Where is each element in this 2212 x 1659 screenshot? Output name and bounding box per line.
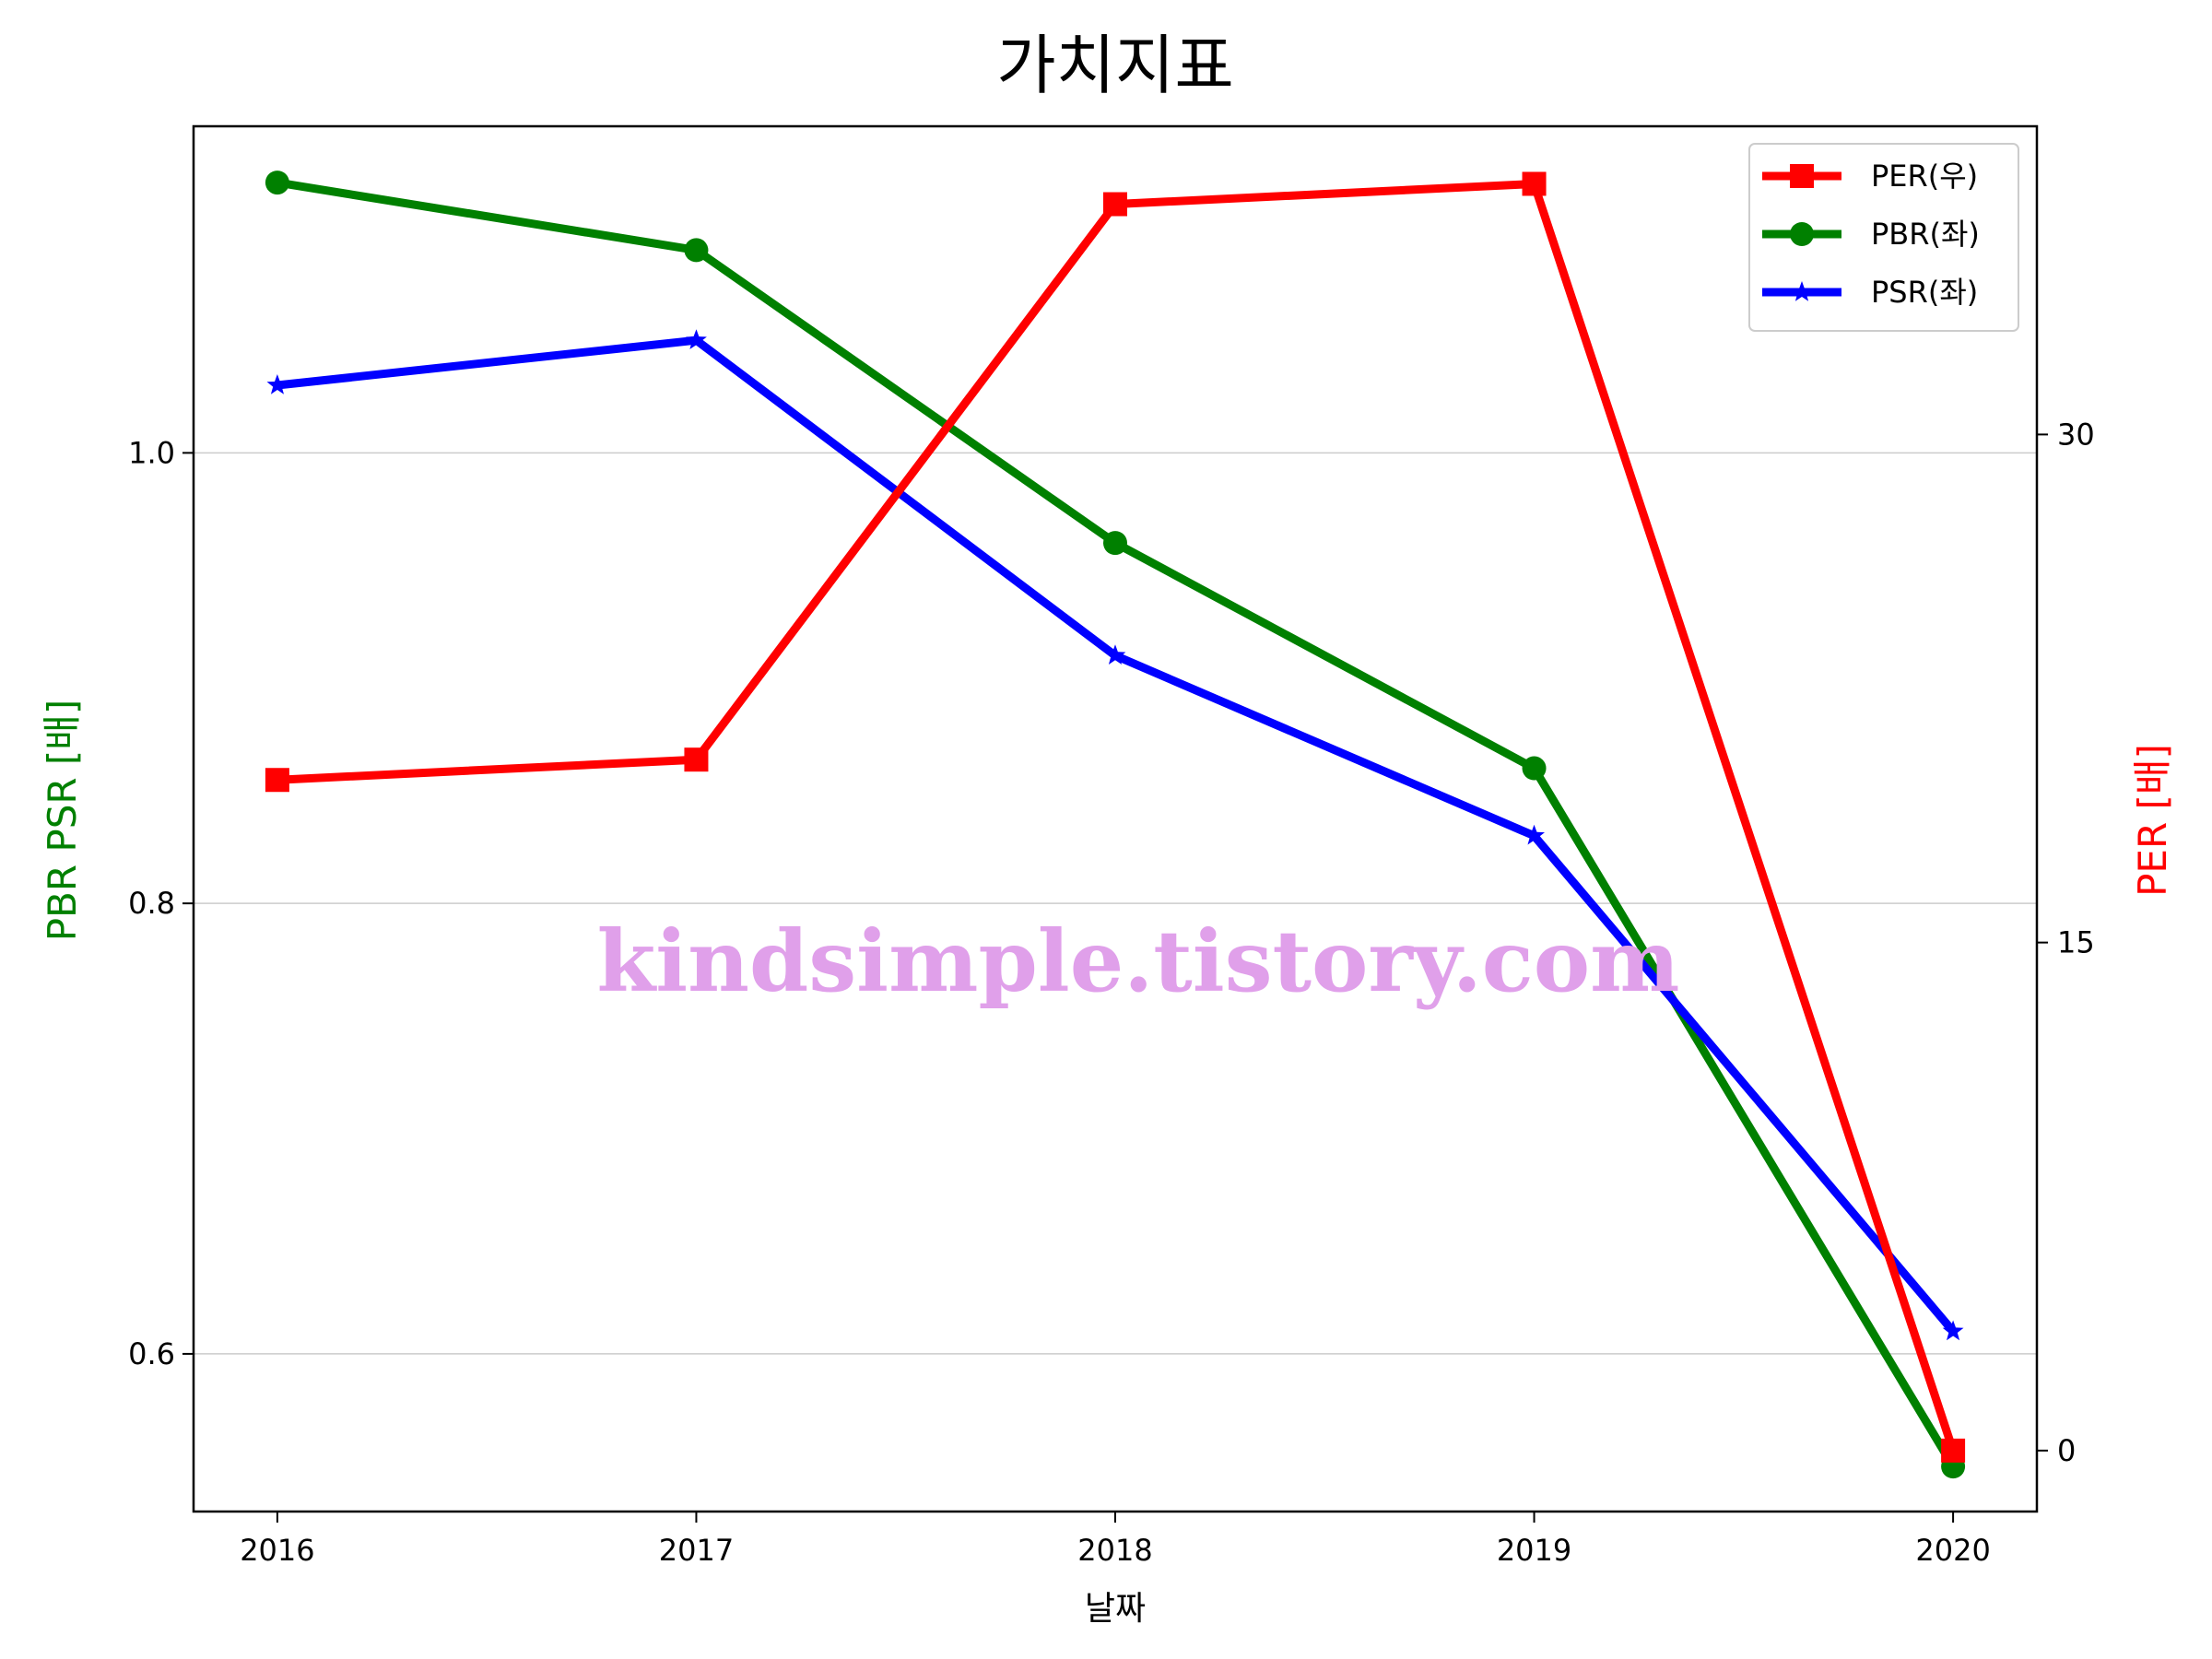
data-point-per — [1941, 1438, 1966, 1463]
data-point-per — [684, 747, 709, 772]
data-point-psr — [1942, 1320, 1964, 1341]
data-point-pbr — [1103, 531, 1127, 556]
right-y-tick-label: 30 — [2057, 417, 2095, 452]
data-point-pbr — [1522, 756, 1547, 781]
legend-marker-psr — [1791, 281, 1813, 301]
legend: PER(우) PBR(좌) PSR(좌) — [1748, 143, 2019, 332]
chart-title: 가치지표 — [996, 28, 1234, 103]
x-tick-label: 2018 — [1077, 1533, 1152, 1568]
x-axis-label: 날짜 — [1085, 1590, 1146, 1628]
data-point-psr — [1104, 644, 1126, 665]
x-tick-label: 2016 — [240, 1533, 314, 1568]
right-y-tick-label: 15 — [2057, 925, 2095, 960]
axes-layer: 0.6 0.8 1.0 0 15 30 2016 2017 2018 2019 2020 — [128, 417, 2095, 1568]
right-y-tick-label: 0 — [2057, 1433, 2076, 1468]
data-point-pbr — [265, 171, 289, 195]
legend-box — [1748, 143, 2019, 332]
series-per — [265, 171, 1966, 1463]
data-point-psr — [686, 329, 707, 349]
data-point-per — [1103, 192, 1127, 217]
gridlines — [194, 452, 2037, 1355]
watermark: kindsimple.tistory.com — [596, 912, 1679, 1011]
series-layer — [265, 171, 1966, 1479]
series-line-per — [276, 180, 1958, 1453]
series-line-pbr — [276, 178, 1957, 1469]
legend-label-pbr: PBR(좌) — [1871, 217, 1980, 252]
left-y-tick-label: 0.6 — [128, 1336, 175, 1371]
plot-frame — [192, 124, 2039, 1513]
x-tick-label: 2020 — [1915, 1533, 1990, 1568]
data-point-psr — [1524, 824, 1545, 845]
x-tick-label: 2019 — [1497, 1533, 1571, 1568]
data-point-per — [1522, 171, 1547, 196]
data-point-per — [265, 768, 289, 793]
data-point-pbr — [684, 238, 709, 263]
legend-marker-per — [1790, 164, 1814, 188]
left-y-tick-label: 0.8 — [128, 886, 175, 921]
legend-label-psr: PSR(좌) — [1871, 275, 1978, 310]
series-psr — [266, 329, 1964, 1341]
series-line-psr — [276, 335, 1957, 1335]
left-y-axis-label: PBR PSR [배] — [40, 700, 85, 942]
left-y-tick-label: 1.0 — [128, 435, 175, 470]
legend-label-per: PER(우) — [1871, 159, 1978, 194]
x-tick-label: 2017 — [659, 1533, 734, 1568]
series-pbr — [265, 171, 1966, 1479]
right-y-axis-label: PER [배] — [2130, 744, 2175, 897]
legend-marker-pbr — [1790, 222, 1814, 246]
data-point-psr — [266, 374, 288, 394]
